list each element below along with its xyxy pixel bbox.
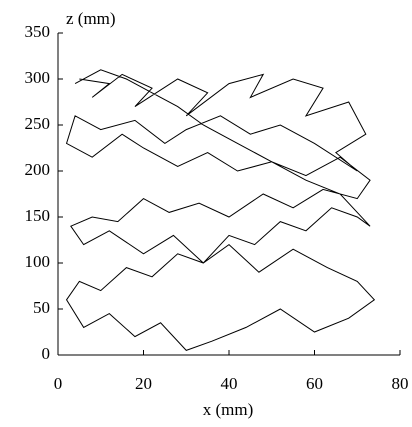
x-tick-label: 60 — [306, 374, 323, 393]
y-tick-label: 0 — [42, 344, 51, 363]
x-tick-label: 20 — [135, 374, 152, 393]
y-tick-label: 300 — [25, 68, 51, 87]
y-tick-label: 50 — [33, 298, 50, 317]
y-axis-label: z (mm) — [66, 9, 116, 28]
x-axis-label: x (mm) — [203, 400, 254, 419]
y-tick-label: 150 — [25, 206, 51, 225]
trajectory — [65, 69, 376, 351]
x-tick-label: 40 — [221, 374, 238, 393]
x-tick-label: 0 — [54, 374, 63, 393]
y-tick-label: 100 — [25, 252, 51, 271]
x-tick-label: 80 — [392, 374, 409, 393]
y-tick-label: 350 — [25, 22, 51, 41]
y-tick-label: 200 — [25, 160, 51, 179]
y-tick-label: 250 — [25, 114, 51, 133]
